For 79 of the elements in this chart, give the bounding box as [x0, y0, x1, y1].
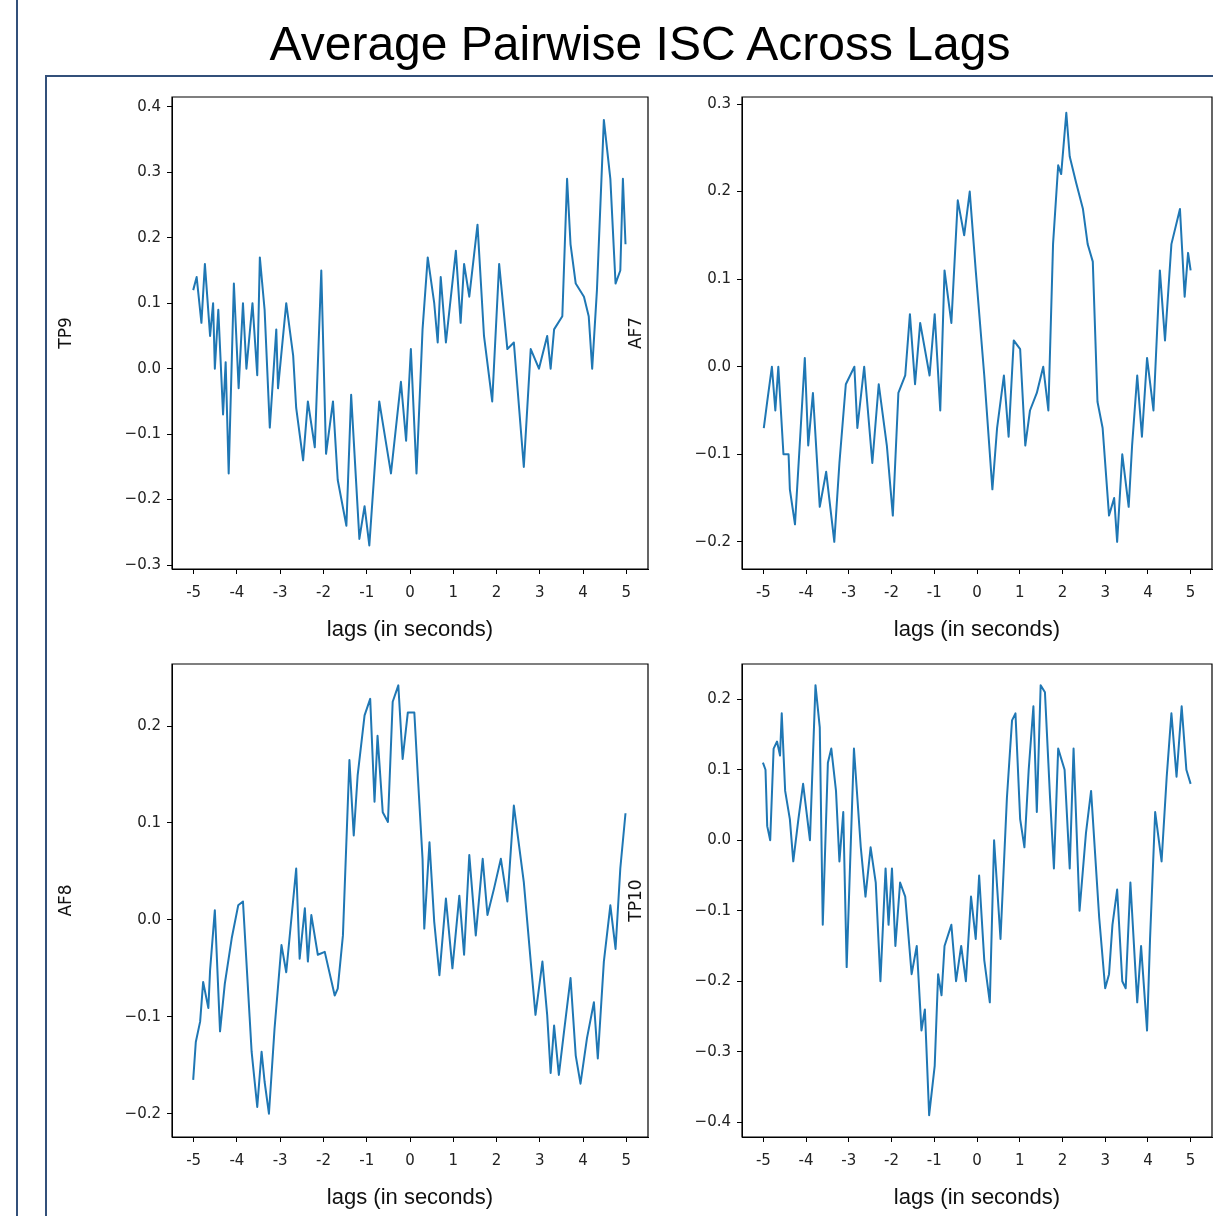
x-tick-label: -1 [359, 1150, 375, 1169]
x-tick-label: 1 [448, 582, 459, 601]
x-tick-label: 4 [1143, 1150, 1153, 1169]
y-tick-label: −0.2 [124, 489, 161, 508]
y-tick-label: 0.4 [137, 96, 161, 115]
x-tick-label: -3 [841, 1150, 857, 1169]
x-axis-title: lags (in seconds) [326, 1183, 494, 1209]
y-tick-label: −0.2 [694, 971, 731, 990]
x-tick-label: 2 [1057, 1150, 1068, 1169]
x-tick-label: 3 [1100, 582, 1110, 601]
x-tick-label: -1 [926, 582, 942, 601]
y-tick-label: 0.1 [137, 812, 161, 831]
y-tick-label: 0.1 [707, 269, 731, 288]
y-tick-label: 0.0 [707, 356, 731, 375]
x-tick-label: 3 [1100, 1150, 1110, 1169]
x-tick-label: 0 [405, 1150, 415, 1169]
y-tick-label: 0.3 [707, 93, 731, 112]
x-tick-label: -3 [272, 1150, 288, 1169]
y-tick-label: −0.2 [694, 531, 731, 550]
x-tick-label: 0 [405, 582, 415, 601]
x-axis-title: lags (in seconds) [893, 1183, 1061, 1209]
chart-title: Average Pairwise ISC Across Lags [268, 16, 1012, 72]
x-tick-label: 4 [578, 582, 588, 601]
x-tick-label: 5 [1185, 1150, 1196, 1169]
y-tick-label: −0.4 [694, 1112, 731, 1131]
x-tick-label: 5 [621, 582, 632, 601]
y-tick-label: −0.1 [124, 424, 161, 443]
y-axis-title: TP10 [624, 879, 645, 923]
y-tick-label: 0.0 [707, 830, 731, 849]
x-tick-label: 0 [972, 582, 982, 601]
y-axis-title: TP9 [54, 317, 75, 350]
x-tick-label: -4 [229, 1150, 245, 1169]
x-tick-label: 4 [578, 1150, 588, 1169]
x-tick-label: -5 [186, 1150, 202, 1169]
x-tick-label: -5 [755, 582, 771, 601]
y-tick-label: 0.3 [137, 162, 161, 181]
x-tick-label: 1 [448, 1150, 459, 1169]
y-tick-label: −0.1 [694, 444, 731, 463]
x-tick-label: 3 [535, 1150, 545, 1169]
x-tick-label: -2 [884, 1150, 900, 1169]
y-tick-label: 0.0 [137, 358, 161, 377]
x-tick-label: 2 [1057, 582, 1068, 601]
y-tick-label: 0.0 [137, 909, 161, 928]
x-tick-label: 5 [621, 1150, 632, 1169]
x-tick-label: -5 [755, 1150, 771, 1169]
y-tick-label: 0.2 [137, 715, 161, 734]
y-tick-label: −0.2 [124, 1103, 161, 1122]
y-tick-label: −0.3 [124, 554, 161, 573]
x-tick-label: 4 [1143, 582, 1153, 601]
y-tick-label: −0.1 [694, 900, 731, 919]
y-tick-label: 0.1 [707, 759, 731, 778]
x-tick-label: -2 [884, 582, 900, 601]
y-tick-label: 0.2 [707, 181, 731, 200]
x-tick-label: 0 [972, 1150, 982, 1169]
x-tick-label: 1 [1014, 582, 1025, 601]
x-tick-label: -4 [798, 1150, 814, 1169]
x-tick-label: 5 [1185, 582, 1196, 601]
y-tick-label: 0.2 [707, 689, 731, 708]
x-tick-label: -3 [841, 582, 857, 601]
x-tick-label: -1 [926, 1150, 942, 1169]
y-axis-title: AF7 [624, 316, 645, 350]
x-tick-label: -3 [272, 582, 288, 601]
x-tick-label: 2 [491, 582, 502, 601]
y-tick-label: 0.1 [137, 293, 161, 312]
x-tick-label: -4 [798, 582, 814, 601]
x-axis-title: lags (in seconds) [893, 615, 1061, 641]
x-axis-title: lags (in seconds) [326, 615, 494, 641]
y-axis-title: AF8 [54, 884, 75, 917]
y-tick-label: −0.1 [124, 1006, 161, 1025]
x-tick-label: -5 [186, 582, 202, 601]
y-tick-label: 0.2 [137, 227, 161, 246]
x-tick-label: 2 [491, 1150, 502, 1169]
x-tick-label: 3 [535, 582, 545, 601]
y-tick-label: −0.3 [694, 1041, 731, 1060]
x-tick-label: -2 [315, 1150, 331, 1169]
x-tick-label: -4 [229, 582, 245, 601]
x-tick-label: -2 [315, 582, 331, 601]
x-tick-label: -1 [359, 582, 375, 601]
x-tick-label: 1 [1014, 1150, 1025, 1169]
